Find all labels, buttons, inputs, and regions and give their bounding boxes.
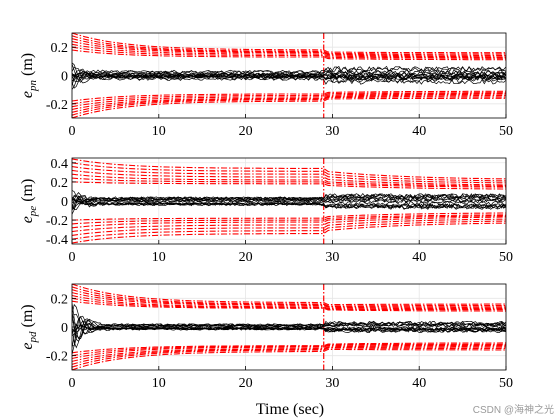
y-tick-label: 0.2 [51, 41, 69, 56]
error-trajectory-line [72, 195, 506, 210]
error-trajectory-line [72, 323, 506, 333]
y-tick-label: 0 [61, 70, 68, 85]
upper-bound-line [72, 49, 506, 61]
y-tick-label: 0 [61, 321, 68, 336]
x-axis-label: Time (sec) [256, 401, 324, 418]
x-tick-label: 0 [69, 124, 76, 139]
upper-bound-line [72, 177, 506, 188]
error-trajectory-line [72, 63, 506, 83]
y-axis-label: epn (m) [19, 53, 39, 98]
lower-bound-line [72, 347, 506, 368]
x-tick-label: 0 [69, 250, 76, 265]
x-tick-label: 40 [412, 250, 426, 265]
lower-bound-line [72, 92, 506, 108]
x-tick-label: 50 [499, 376, 513, 391]
upper-bound-line [72, 284, 506, 306]
lower-bound-line [72, 345, 506, 362]
y-tick-label: 0.4 [51, 157, 69, 172]
upper-bound-line [72, 289, 506, 308]
x-tick-label: 10 [152, 376, 166, 391]
y-tick-label: 0.2 [51, 292, 69, 307]
x-tick-label: 20 [239, 376, 253, 391]
data-layer [72, 158, 506, 244]
lower-bound-line [72, 94, 506, 113]
x-tick-label: 50 [499, 124, 513, 139]
upper-bound-line [72, 38, 506, 57]
lower-bound-line [72, 90, 506, 102]
y-tick-label: -0.2 [46, 214, 68, 229]
lower-bound-line [72, 344, 506, 360]
data-layer [72, 33, 506, 118]
upper-bound-line [72, 173, 506, 187]
data-layer [72, 284, 506, 370]
y-tick-label: -0.2 [46, 98, 68, 113]
x-tick-label: 10 [152, 124, 166, 139]
upper-bound-line [72, 169, 506, 186]
x-tick-label: 50 [499, 250, 513, 265]
x-tick-label: 30 [325, 250, 339, 265]
lower-bound-line [72, 220, 506, 240]
lower-bound-line [72, 343, 506, 357]
y-tick-label: 0 [61, 195, 68, 210]
lower-bound-line [72, 215, 506, 229]
lower-bound-line [72, 96, 506, 116]
lower-bound-line [72, 218, 506, 236]
upper-bound-line [72, 43, 506, 59]
lower-bound-line [72, 214, 506, 225]
y-tick-label: 0.2 [51, 176, 69, 191]
x-tick-label: 10 [152, 250, 166, 265]
x-tick-label: 20 [239, 124, 253, 139]
x-tick-label: 40 [412, 376, 426, 391]
panel-epe: 0 10 20 30 40 50 -0.4 -0.2 0 0.2 0.4 epe (m) [19, 157, 513, 265]
x-tick-label: 30 [325, 376, 339, 391]
lower-bound-line [72, 92, 506, 105]
x-tick-label: 30 [325, 124, 339, 139]
upper-bound-line [72, 46, 506, 59]
upper-bound-line [72, 300, 506, 312]
upper-bound-line [72, 181, 506, 190]
x-tick-label: 40 [412, 124, 426, 139]
lower-bound-line [72, 346, 506, 365]
upper-bound-line [72, 297, 506, 311]
lower-bound-line [72, 212, 506, 221]
lower-bound-line [72, 222, 506, 244]
upper-bound-line [72, 292, 506, 309]
lower-bound-line [72, 216, 506, 233]
y-axis-label: epe (m) [19, 179, 39, 224]
error-trajectory-line [72, 324, 506, 333]
x-tick-label: 20 [239, 250, 253, 265]
upper-bound-line [72, 286, 506, 307]
error-trajectory-line [72, 66, 506, 78]
upper-bound-line [72, 35, 506, 55]
error-trajectory-line [72, 193, 506, 202]
lower-bound-line [72, 342, 506, 354]
upper-bound-line [72, 166, 506, 184]
y-tick-label: -0.2 [46, 350, 68, 365]
upper-bound-line [72, 40, 506, 58]
lower-bound-line [72, 97, 506, 118]
error-trajectory-line [72, 201, 506, 210]
x-tick-label: 0 [69, 376, 76, 391]
error-trajectory-line [72, 193, 506, 202]
lower-bound-line [72, 93, 506, 111]
lower-bound-line [72, 348, 506, 370]
watermark: CSDN @海神之光 [472, 405, 554, 416]
error-trajectory-line [72, 316, 506, 348]
y-tick-label: -0.4 [46, 233, 68, 248]
error-trajectory-line [72, 318, 506, 349]
error-trajectory-line [72, 62, 506, 85]
upper-bound-line [72, 158, 506, 180]
upper-bound-line [72, 33, 506, 54]
error-trajectory-line [72, 72, 506, 82]
error-trajectory-line [72, 190, 506, 205]
y-axis-label: epd (m) [19, 304, 39, 349]
upper-bound-line [72, 294, 506, 310]
upper-bound-line [72, 162, 506, 182]
